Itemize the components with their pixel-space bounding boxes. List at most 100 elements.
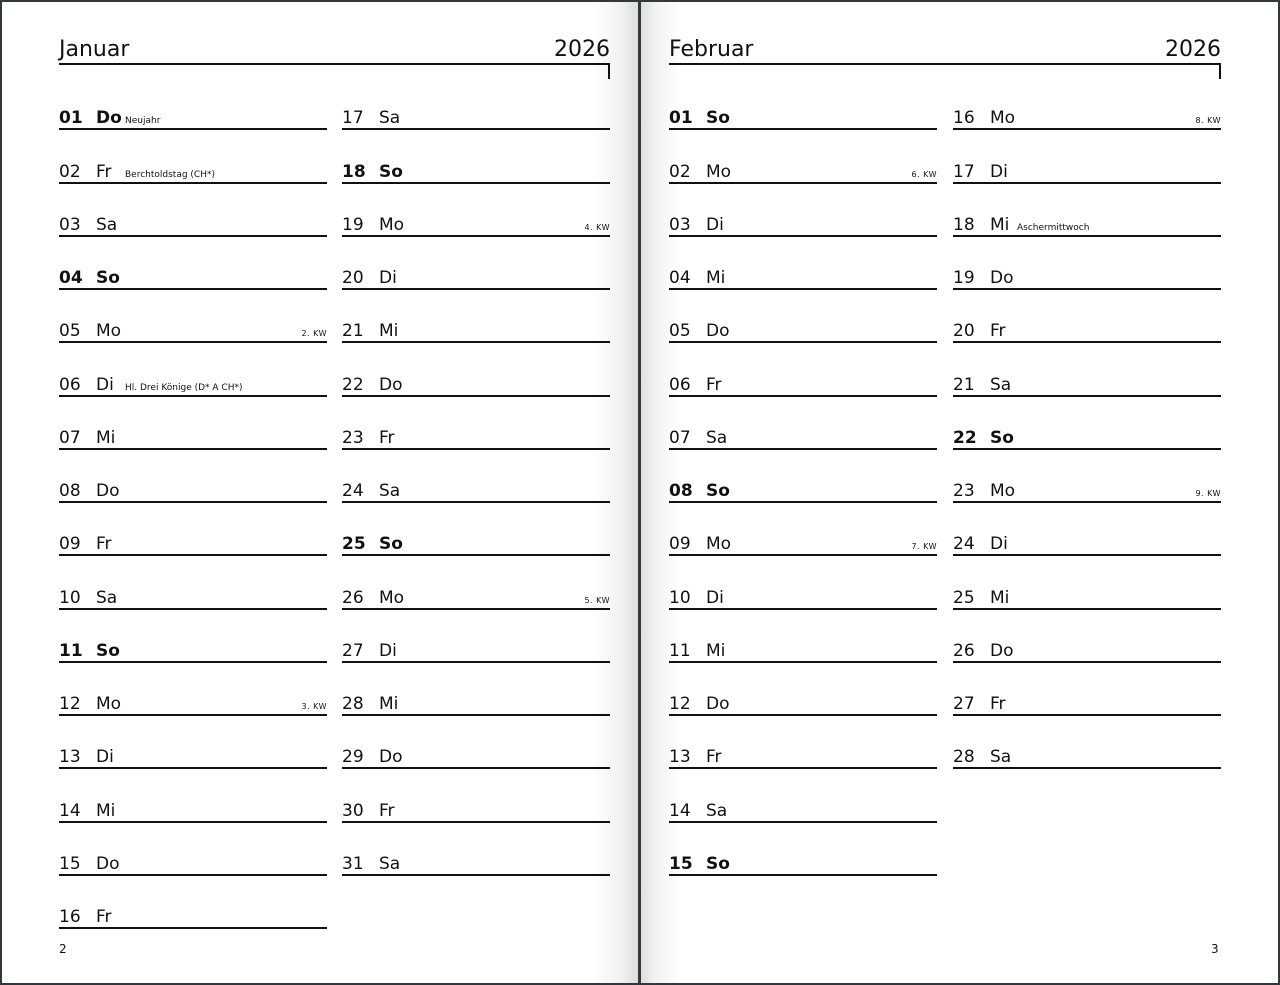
- day-number: 15: [59, 853, 81, 874]
- day-row[interactable]: 27 Di: [342, 610, 610, 663]
- weekday: Mi: [990, 214, 1010, 235]
- weekday: Mi: [379, 321, 399, 342]
- day-row[interactable]: 07 Sa: [669, 397, 937, 450]
- day-row[interactable]: 08 Do: [59, 450, 327, 504]
- day-row[interactable]: 19 Mo 4. KW: [342, 184, 610, 237]
- day-row[interactable]: 26 Mo 5. KW: [342, 556, 610, 610]
- day-row[interactable]: 01 Do Neujahr: [59, 77, 327, 131]
- calendar-week: 2. KW: [301, 329, 327, 339]
- weekday: Sa: [379, 481, 401, 502]
- day-row[interactable]: 16 Fr: [59, 876, 327, 930]
- day-row[interactable]: 11 So: [59, 610, 327, 663]
- weekday: Fr: [379, 800, 395, 821]
- day-row[interactable]: 17 Sa: [342, 77, 610, 131]
- weekday: Sa: [990, 374, 1012, 395]
- weekday: Sa: [379, 853, 401, 874]
- day-row[interactable]: 03 Sa: [59, 184, 327, 237]
- day-row[interactable]: 08 So: [669, 450, 937, 504]
- day-row[interactable]: 28 Mi: [342, 663, 610, 717]
- day-row[interactable]: 31 Sa: [342, 823, 610, 876]
- day-row[interactable]: 30 Fr: [342, 769, 610, 823]
- day-column: 01 So 02 Mo 6. KW 03 Di 04 Mi 05 Do 06 Fr 07 Sa 08 So 09 M…: [669, 77, 937, 876]
- day-row[interactable]: 11 Mi: [669, 610, 937, 663]
- day-number: 16: [59, 907, 81, 928]
- day-row[interactable]: 25 So: [342, 503, 610, 557]
- day-row[interactable]: 06 Di Hl. Drei Könige (D* A CH*): [59, 343, 327, 397]
- day-row[interactable]: 05 Mo 2. KW: [59, 290, 327, 344]
- day-row[interactable]: 12 Mo 3. KW: [59, 663, 327, 717]
- day-row[interactable]: 13 Di: [59, 716, 327, 770]
- day-row[interactable]: 14 Sa: [669, 769, 937, 823]
- day-row[interactable]: 20 Fr: [953, 290, 1221, 344]
- day-number: 19: [953, 268, 975, 289]
- day-row[interactable]: 24 Di: [953, 503, 1221, 557]
- day-row[interactable]: 21 Sa: [953, 343, 1221, 397]
- day-number: 16: [953, 108, 975, 129]
- day-row[interactable]: 28 Sa: [953, 716, 1221, 770]
- day-number: 29: [342, 747, 364, 768]
- day-row[interactable]: 04 Mi: [669, 237, 937, 291]
- day-row[interactable]: 06 Fr: [669, 343, 937, 397]
- day-number: 23: [342, 427, 364, 448]
- weekday: So: [379, 534, 403, 555]
- day-row[interactable]: 05 Do: [669, 290, 937, 344]
- day-row[interactable]: 19 Do: [953, 237, 1221, 291]
- day-number: 20: [342, 268, 364, 289]
- weekday: Do: [706, 321, 730, 342]
- day-row[interactable]: 26 Do: [953, 610, 1221, 663]
- weekday: Di: [706, 214, 724, 235]
- day-row[interactable]: 01 So: [669, 77, 937, 131]
- day-row[interactable]: 09 Fr: [59, 503, 327, 557]
- day-number: 08: [59, 481, 81, 502]
- weekday: Fr: [96, 907, 112, 928]
- day-row[interactable]: 25 Mi: [953, 556, 1221, 610]
- day-row[interactable]: 15 So: [669, 823, 937, 876]
- day-number: 09: [59, 534, 81, 555]
- day-number: 06: [59, 374, 81, 395]
- day-row[interactable]: 23 Fr: [342, 397, 610, 450]
- calendar-week: 9. KW: [1195, 489, 1221, 499]
- day-number: 26: [953, 640, 975, 661]
- day-row[interactable]: 29 Do: [342, 716, 610, 770]
- weekday: Sa: [96, 214, 118, 235]
- header-tick: [608, 65, 610, 79]
- day-row[interactable]: 24 Sa: [342, 450, 610, 504]
- day-row[interactable]: 15 Do: [59, 823, 327, 876]
- day-row[interactable]: 09 Mo 7. KW: [669, 503, 937, 557]
- calendar-week: 7. KW: [911, 542, 937, 552]
- day-row[interactable]: 23 Mo 9. KW: [953, 450, 1221, 504]
- day-row[interactable]: 17 Di: [953, 130, 1221, 184]
- weekday: Sa: [706, 800, 728, 821]
- month-header: Februar 2026: [669, 36, 1221, 65]
- day-column: 16 Mo 8. KW 17 Di 18 Mi Aschermittwoch 19 Do 20 Fr 2…: [953, 77, 1221, 770]
- day-row[interactable]: 04 So: [59, 237, 327, 291]
- day-number: 27: [342, 640, 364, 661]
- day-row[interactable]: 18 Mi Aschermittwoch: [953, 184, 1221, 237]
- day-row[interactable]: 10 Di: [669, 556, 937, 610]
- day-row[interactable]: 07 Mi: [59, 397, 327, 450]
- day-row[interactable]: 12 Do: [669, 663, 937, 717]
- weekday: So: [706, 108, 730, 129]
- day-row[interactable]: 13 Fr: [669, 716, 937, 770]
- day-row[interactable]: 22 So: [953, 397, 1221, 450]
- day-number: 10: [59, 587, 81, 608]
- day-number: 14: [59, 800, 81, 821]
- day-row[interactable]: 02 Fr Berchtoldstag (CH*): [59, 130, 327, 184]
- day-row[interactable]: 14 Mi: [59, 769, 327, 823]
- weekday: Mo: [706, 161, 732, 182]
- weekday: So: [706, 481, 730, 502]
- day-row[interactable]: 10 Sa: [59, 556, 327, 610]
- day-row[interactable]: 20 Di: [342, 237, 610, 291]
- day-row[interactable]: 16 Mo 8. KW: [953, 77, 1221, 131]
- day-row[interactable]: 22 Do: [342, 343, 610, 397]
- day-row[interactable]: 21 Mi: [342, 290, 610, 344]
- day-row[interactable]: 03 Di: [669, 184, 937, 237]
- weekday: Mo: [990, 481, 1016, 502]
- month-header: Januar 2026: [59, 36, 610, 65]
- day-row[interactable]: 27 Fr: [953, 663, 1221, 717]
- day-number: 20: [953, 321, 975, 342]
- day-row[interactable]: 02 Mo 6. KW: [669, 130, 937, 184]
- weekday: Fr: [96, 534, 112, 555]
- day-number: 22: [342, 374, 364, 395]
- day-row[interactable]: 18 So: [342, 130, 610, 184]
